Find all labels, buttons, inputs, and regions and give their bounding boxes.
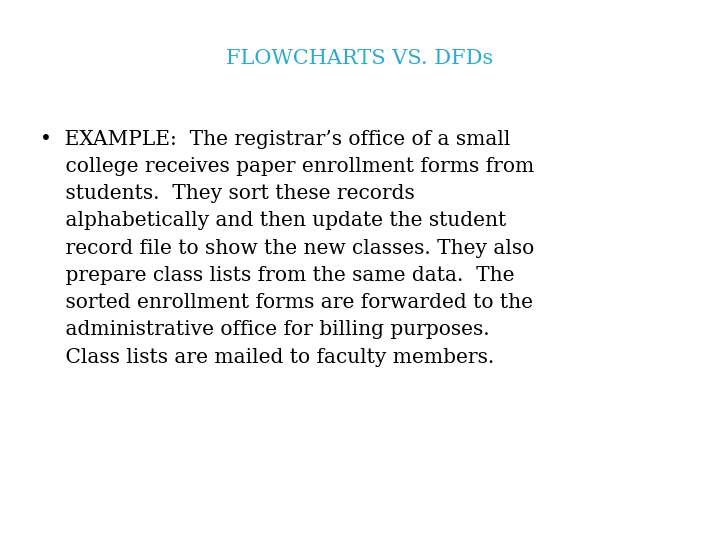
Text: •  EXAMPLE:  The registrar’s office of a small
    college receives paper enroll: • EXAMPLE: The registrar’s office of a s… (40, 130, 534, 367)
Text: FLOWCHARTS VS. DFDs: FLOWCHARTS VS. DFDs (226, 49, 494, 68)
